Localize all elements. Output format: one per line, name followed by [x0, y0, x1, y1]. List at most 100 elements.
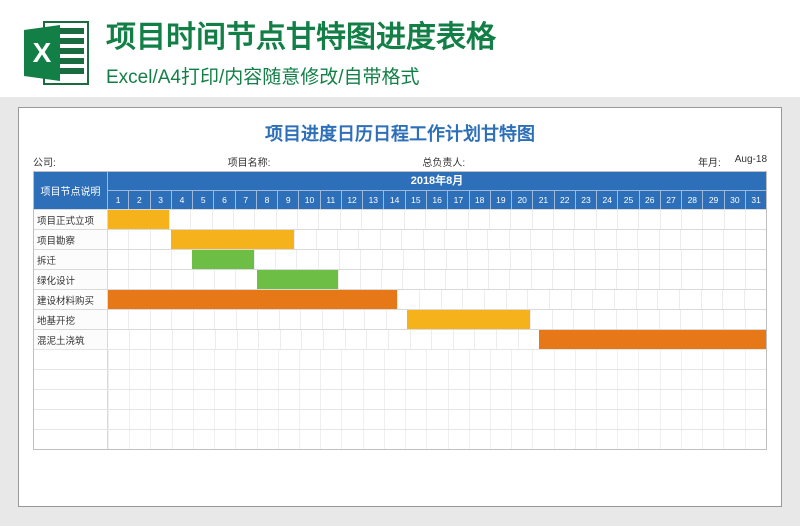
- empty-cell: [723, 350, 744, 369]
- empty-cell: [702, 370, 723, 389]
- gantt-cell: [361, 210, 382, 229]
- gantt-cell: [681, 210, 702, 229]
- gantt-cell: [446, 250, 467, 269]
- gantt-cell: [108, 210, 128, 229]
- gantt-cell: [212, 230, 232, 249]
- gantt-cell: [298, 270, 318, 289]
- day-header-cell: 13: [362, 191, 383, 209]
- gantt-cell: [680, 310, 701, 329]
- gantt-cell: [237, 330, 259, 349]
- empty-cell: [511, 430, 532, 449]
- gantt-cell: [518, 330, 540, 349]
- empty-cell: [172, 350, 193, 369]
- gantt-cell: [404, 210, 425, 229]
- empty-cell: [617, 390, 638, 409]
- gantt-cell: [315, 290, 336, 309]
- gantt-cell: [108, 330, 129, 349]
- gantt-cell: [428, 310, 448, 329]
- empty-cell: [129, 430, 150, 449]
- gantt-cell: [722, 290, 744, 309]
- day-header-cell: 8: [256, 191, 277, 209]
- gantt-cell: [574, 250, 595, 269]
- task-label: 混泥土浇筑: [34, 330, 108, 349]
- gantt-cell: [108, 290, 129, 309]
- empty-cell: [363, 350, 384, 369]
- gantt-cell: [382, 210, 403, 229]
- gantt-cell: [642, 330, 663, 349]
- empty-cell: [193, 350, 214, 369]
- empty-cell: [278, 370, 299, 389]
- gantt-cell: [617, 210, 638, 229]
- empty-cell: [150, 390, 171, 409]
- empty-cell: [108, 430, 129, 449]
- gantt-cell: [489, 210, 510, 229]
- gantt-cell: [280, 330, 302, 349]
- gantt-cell: [702, 250, 723, 269]
- empty-cell: [490, 390, 511, 409]
- gantt-cell: [617, 250, 638, 269]
- empty-cell: [299, 430, 320, 449]
- gantt-cell: [446, 210, 467, 229]
- empty-row: [34, 349, 766, 369]
- task-label: 项目正式立项: [34, 210, 108, 229]
- empty-cell: [257, 390, 278, 409]
- task-row: 绿化设计: [34, 269, 766, 289]
- empty-cell: [575, 430, 596, 449]
- meta-date-label: 年月:: [698, 154, 721, 169]
- empty-cell: [299, 410, 320, 429]
- empty-cell: [257, 350, 278, 369]
- gantt-cell: [531, 270, 552, 289]
- empty-cell: [745, 410, 766, 429]
- day-header-cell: 19: [490, 191, 511, 209]
- sub-title: Excel/A4打印/内容随意修改/自带格式: [106, 62, 778, 89]
- gantt-cell: [322, 310, 343, 329]
- day-header-cell: 1: [108, 191, 128, 209]
- gantt-cell: [274, 230, 294, 249]
- main-title: 项目时间节点甘特图进度表格: [106, 20, 778, 56]
- gantt-cell: [108, 230, 128, 249]
- empty-cell: [469, 430, 490, 449]
- gantt-cell: [214, 310, 235, 329]
- gantt-cell: [594, 230, 615, 249]
- empty-cell: [214, 370, 235, 389]
- empty-cell: [660, 410, 681, 429]
- gantt-cell: [723, 310, 744, 329]
- empty-cell: [660, 390, 681, 409]
- gantt-cell: [211, 290, 232, 309]
- gantt-cell: [474, 330, 496, 349]
- empty-cell: [638, 390, 659, 409]
- gantt-cell: [531, 250, 552, 269]
- gantt-cell: [386, 310, 407, 329]
- empty-cell: [511, 390, 532, 409]
- empty-cell: [575, 350, 596, 369]
- gantt-cell: [679, 290, 701, 309]
- gantt-cell: [592, 290, 614, 309]
- gantt-cell: [171, 310, 192, 329]
- gantt-cell: [704, 330, 725, 349]
- empty-cell: [341, 370, 362, 389]
- gantt-cell: [659, 250, 680, 269]
- gantt-cell: [622, 330, 643, 349]
- gantt-cell: [573, 230, 594, 249]
- day-header-cell: 18: [469, 191, 490, 209]
- empty-cell: [341, 430, 362, 449]
- empty-cell: [681, 430, 702, 449]
- day-header-cell: 23: [575, 191, 596, 209]
- gantt-cell: [506, 290, 528, 309]
- empty-label: [34, 410, 108, 429]
- empty-cell: [638, 410, 659, 429]
- empty-label: [34, 370, 108, 389]
- empty-cell: [193, 430, 214, 449]
- gantt-cell: [253, 290, 274, 309]
- gantt-cell: [301, 330, 323, 349]
- gantt-cell: [441, 290, 463, 309]
- gantt-cell: [337, 230, 358, 249]
- day-header-cell: 4: [171, 191, 192, 209]
- gantt-cell: [462, 290, 484, 309]
- task-label: 项目勘察: [34, 230, 108, 249]
- gantt-cell: [574, 210, 595, 229]
- empty-cell: [193, 370, 214, 389]
- empty-cell: [723, 410, 744, 429]
- day-header-cell: 2: [128, 191, 149, 209]
- empty-cell: [554, 410, 575, 429]
